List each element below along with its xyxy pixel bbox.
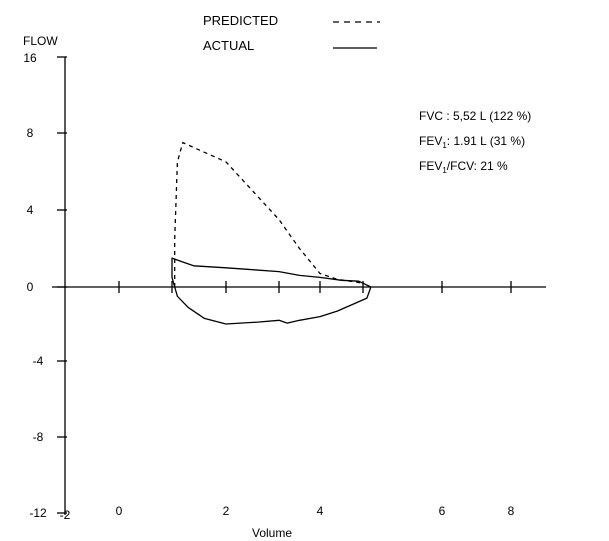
series-line-actual (171, 257, 372, 325)
x-tick-label: 4 (317, 504, 324, 518)
x-tick-label: 2 (223, 504, 230, 518)
legend-label-actual: ACTUAL (203, 38, 254, 53)
legend-label-predicted: PREDICTED (203, 13, 278, 28)
y-tick-label: 0 (27, 280, 34, 294)
annotation-fvc: FVC : 5,52 L (122 %) (419, 109, 531, 123)
y-axis-label: FLOW (23, 34, 58, 48)
x-tick-label: -2 (60, 508, 71, 522)
annotation-fev1: FEV1: 1.91 L (31 %) (419, 134, 525, 150)
annotations: FVC : 5,52 L (122 %) FEV1: 1.91 L (31 %)… (419, 109, 531, 175)
y-tick-label: 4 (27, 203, 34, 217)
x-tick-label: 6 (439, 504, 446, 518)
axes: 16 8 4 0 -4 -8 -12 -2 0 2 4 6 8 (23, 51, 546, 522)
y-tick-label: -4 (33, 354, 44, 368)
x-axis-label: Volume (252, 526, 292, 540)
y-tick-label: 8 (27, 126, 34, 140)
y-tick-label: 16 (23, 51, 37, 65)
annotation-fev1-fcv: FEV1/FCV: 21 % (419, 159, 508, 175)
y-tick-label: -8 (33, 430, 44, 444)
series-layer (171, 141, 372, 325)
x-tick-label: 0 (116, 504, 123, 518)
x-tick-label: 8 (508, 504, 515, 518)
legend: PREDICTED ACTUAL (203, 13, 380, 53)
series-line-predicted (174, 141, 364, 287)
y-tick-label: -12 (29, 506, 47, 520)
